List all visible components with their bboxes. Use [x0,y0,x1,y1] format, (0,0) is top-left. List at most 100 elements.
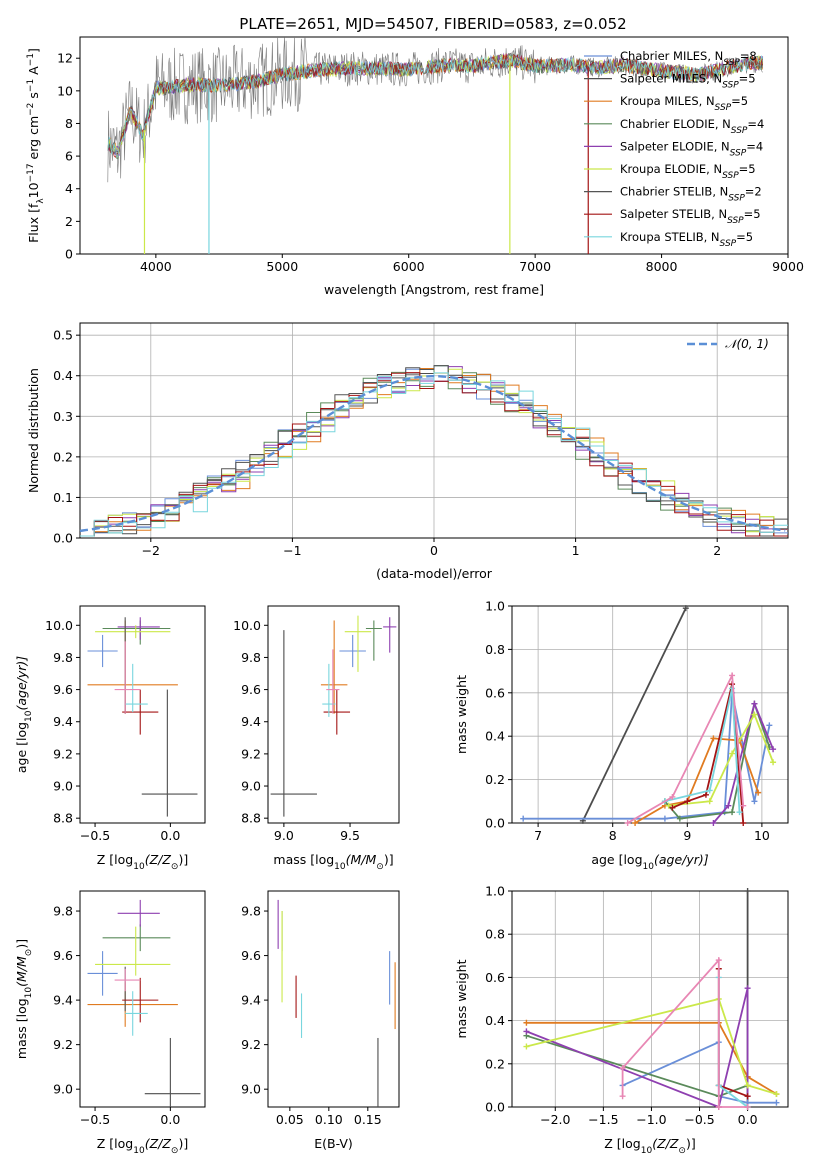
series-point [706,798,713,805]
y-tick-label: 0.3 [53,409,73,424]
series-point [751,798,758,805]
y-tick-label: 0.4 [53,368,73,383]
axes-frame [511,890,789,1108]
mass_vs_Z-axes: −0.5 0.0 9.0 9.2 9.4 9.6 9.8 Z [log10(Z/Z⊙)] mas… [14,890,206,1156]
series-point [520,815,527,822]
series-point [740,802,747,809]
series-point [766,722,773,729]
y-tick-label: 9.6 [241,948,261,963]
x-tick-label: 9000 [772,259,804,274]
x-axis-label: wavelength [Angstrom, rest frame] [324,282,544,297]
x-axis-label: Z [log10(Z/Z⊙)] [97,852,188,872]
y-tick-label: 8.8 [241,811,261,826]
series-point [755,789,762,796]
model-line-kroupa-elodie [107,54,764,154]
series-point [619,1093,626,1100]
y-tick-label: 9.6 [241,682,261,697]
age_vs_Z-axes: −0.5 0.0 8.8 9.0 9.2 9.4 9.6 9.8 10.0 Z [log10(Z/… [14,605,206,872]
series-point [729,809,736,816]
massweight_vs_age-axes: 7 8 9 10 0.0 0.2 0.4 0.6 0.8 1.0 mass weight age [l… [454,599,789,872]
y-axis-label: mass [log10(M/M⊙)] [14,939,34,1059]
y-tick-label: 9.8 [53,650,73,665]
y-tick-label: 9.4 [241,993,261,1008]
x-tick-label: −2.0 [540,1112,570,1127]
x-tick-label: 9.0 [274,828,294,843]
y-tick-label: 10.0 [233,618,261,633]
x-tick-label: 0.0 [160,1112,180,1127]
histogram-step [80,365,788,537]
series-point [682,605,689,612]
axes-frame [79,36,789,255]
x-tick-label: 10 [754,828,770,843]
y-tick-label: 0.2 [485,1056,505,1071]
x-axis-label: E(B-V) [314,1136,353,1151]
histogram-step [80,372,788,537]
y-tick-label: 0.4 [485,729,505,744]
y-axis-label: mass weight [454,675,469,754]
series-line [582,607,687,822]
residuals-axes: −2 −1 0 1 2 0.0 0.1 0.2 0.3 0.4 0.5 𝒩(0, 1) Normed d… [26,322,789,581]
y-tick-label: 9.2 [241,1037,261,1052]
x-tick-label: 2 [713,543,721,558]
y-tick-label: 0.0 [485,816,505,831]
x-tick-label: 0.0 [738,1112,758,1127]
series-point [744,1093,751,1100]
legend-label: Salpeter ELODIE, NSSP=4 [620,139,763,158]
series-point [715,957,722,964]
series-point [523,1043,530,1050]
x-axis-label: mass [log10(M/M⊙)] [273,852,393,872]
axes-frame [511,605,789,824]
series-point [706,787,713,794]
y-axis-label: Normed distribution [26,368,41,493]
legend-label: Chabrier STELIB, NSSP=2 [620,185,762,204]
legend-label: Salpeter MILES, NSSP=5 [620,72,756,91]
series-line [627,672,745,824]
x-tick-label: −0.5 [684,1112,714,1127]
x-tick-label: 0.15 [354,1112,382,1127]
figure-title: PLATE=2651, MJD=54507, FIBERID=0583, z=0… [239,15,626,33]
legend-label: Salpeter STELIB, NSSP=5 [620,207,761,226]
y-tick-label: 8 [65,116,73,131]
series-point [710,735,717,742]
y-tick-label: 9.8 [241,904,261,919]
y-tick-label: 1.0 [485,599,505,614]
x-tick-label: 0 [430,543,438,558]
series-point [736,809,743,816]
y-tick-label: 9.2 [241,746,261,761]
y-tick-label: 0.0 [485,1100,505,1115]
y-tick-label: 0.1 [53,490,73,505]
series-point [661,815,668,822]
y-tick-label: 9.0 [241,779,261,794]
x-tick-label: 0.0 [160,828,180,843]
age_vs_mass-axes: 9.0 9.5 8.8 9.0 9.2 9.4 9.6 9.8 10.0 mass [log10(… [233,605,400,872]
y-tick-label: 6 [65,149,73,164]
x-axis-label: (data-model)/error [376,566,493,581]
normal-curve [79,375,786,533]
series-point [770,759,777,766]
axes-frame [267,890,400,1108]
series-line [712,700,774,824]
x-axis-label: Z [log10(Z/Z⊙)] [604,1136,695,1156]
y-tick-label: 2 [65,214,73,229]
series-point [669,793,676,800]
series-point [729,672,736,679]
x-tick-label: 5000 [266,259,298,274]
series-point [744,888,751,894]
x-tick-label: −2 [142,543,160,558]
y-tick-label: 1.0 [485,884,505,899]
y-tick-label: 0 [65,247,73,262]
y-tick-label: 9.8 [53,904,73,919]
y-tick-label: 0.5 [53,328,73,343]
series-point [523,1028,530,1035]
x-tick-label: −1.5 [588,1112,618,1127]
y-tick-label: 9.0 [241,1082,261,1097]
x-tick-label: 9.5 [340,828,360,843]
series-point [744,1104,751,1110]
series-point [744,985,751,992]
y-tick-label: 9.6 [53,682,73,697]
y-tick-label: 0.6 [485,685,505,700]
series-point [773,1091,780,1098]
x-tick-label: 4000 [140,259,172,274]
series-point [744,1082,751,1089]
